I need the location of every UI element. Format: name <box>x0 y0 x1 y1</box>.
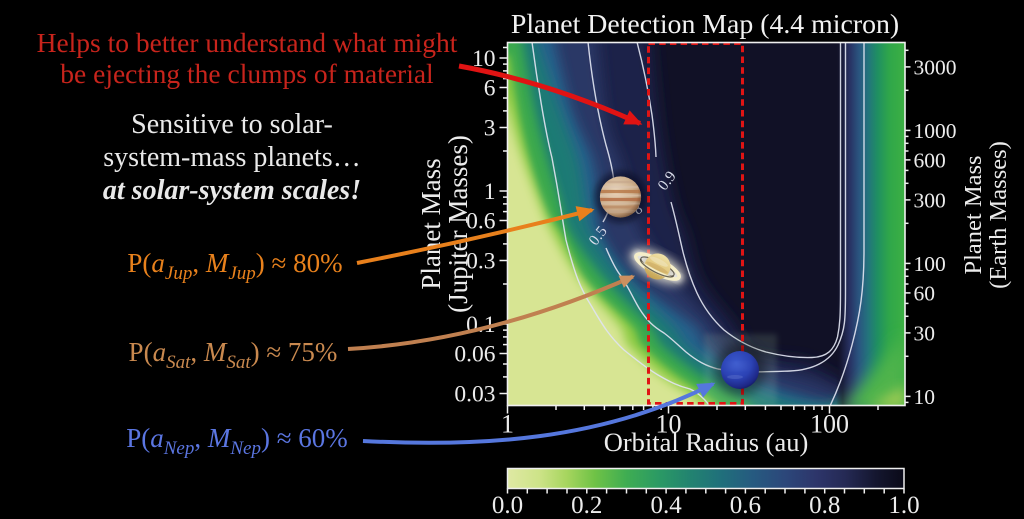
svg-text:1: 1 <box>484 179 496 205</box>
svg-text:10: 10 <box>656 410 682 439</box>
svg-text:100: 100 <box>914 252 946 276</box>
svg-text:system-mass planets…: system-mass planets… <box>103 142 360 173</box>
svg-text:6: 6 <box>484 76 496 102</box>
svg-text:3: 3 <box>484 116 496 142</box>
svg-text:0.6: 0.6 <box>466 209 496 235</box>
svg-text:0.6: 0.6 <box>730 492 761 519</box>
svg-text:(Earth Masses): (Earth Masses) <box>985 141 1012 289</box>
svg-text:3000: 3000 <box>914 55 957 79</box>
svg-text:0.4: 0.4 <box>650 492 682 519</box>
svg-text:0.8: 0.8 <box>809 492 840 519</box>
svg-text:Planet Mass: Planet Mass <box>960 155 987 274</box>
svg-text:1.0: 1.0 <box>888 492 919 519</box>
svg-text:(Jupiter Masses): (Jupiter Masses) <box>443 135 473 313</box>
svg-text:30: 30 <box>914 321 936 345</box>
svg-text:0.3: 0.3 <box>466 249 495 275</box>
svg-text:0.0: 0.0 <box>492 492 523 519</box>
svg-text:600: 600 <box>914 148 946 172</box>
svg-text:1000: 1000 <box>914 119 957 143</box>
svg-text:1: 1 <box>501 410 514 439</box>
svg-text:60: 60 <box>914 281 936 305</box>
svg-text:100: 100 <box>810 410 849 439</box>
svg-text:be ejecting the clumps of mate: be ejecting the clumps of material <box>60 58 434 89</box>
svg-text:P(aJup, MJup) ≈ 80%: P(aJup, MJup) ≈ 80% <box>127 248 342 284</box>
svg-text:0.2: 0.2 <box>571 492 602 519</box>
svg-text:Orbital Radius (au): Orbital Radius (au) <box>604 427 809 457</box>
svg-text:at solar-system scales!: at solar-system scales! <box>103 175 361 206</box>
svg-text:300: 300 <box>914 188 946 212</box>
svg-text:Planet Mass: Planet Mass <box>416 158 446 289</box>
svg-text:0.06: 0.06 <box>454 342 495 368</box>
svg-text:10: 10 <box>472 46 496 72</box>
svg-text:10: 10 <box>914 385 936 409</box>
svg-text:Sensitive to solar-: Sensitive to solar- <box>131 109 333 140</box>
svg-text:0.03: 0.03 <box>454 382 495 408</box>
svg-text:Helps to better understand wha: Helps to better understand what might <box>37 27 458 58</box>
svg-text:Planet Detection Map (4.4 micr: Planet Detection Map (4.4 micron) <box>511 9 899 40</box>
